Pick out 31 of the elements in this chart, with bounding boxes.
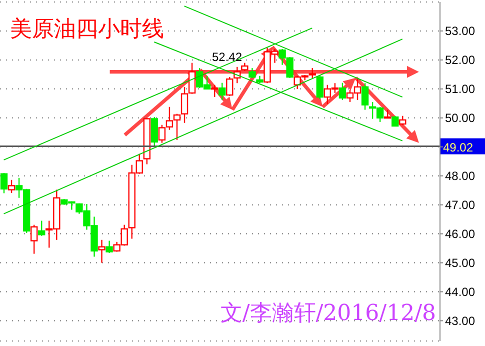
candlestick	[211, 84, 218, 98]
annotation: 文/李瀚轩/2016/12/8	[220, 300, 436, 328]
candlestick	[316, 74, 324, 100]
candlestick	[218, 82, 226, 101]
annotation: 52.42	[212, 50, 242, 64]
candlestick	[338, 82, 346, 101]
candlestick	[392, 115, 399, 127]
candlestick	[98, 239, 106, 264]
candlestick	[248, 67, 256, 79]
y-tick-label: 45.00	[445, 256, 476, 270]
y-tick-label: 52.00	[445, 53, 476, 68]
candlestick	[0, 172, 8, 194]
y-tick-label: 51.00	[445, 82, 476, 96]
candlestick	[399, 115, 406, 126]
text: 美原油四小时线	[10, 16, 164, 44]
candlestick	[8, 179, 16, 194]
candlestick	[361, 82, 369, 110]
y-tick-label: 44.00	[445, 285, 476, 300]
candlestick	[308, 67, 316, 79]
y-tick-label: 53.00	[445, 24, 476, 38]
candlestick	[150, 116, 158, 148]
y-tick-label: 47.00	[445, 198, 476, 212]
ref-line-label: 49.02	[443, 140, 474, 154]
y-tick-label: 46.00	[445, 227, 476, 242]
candlestick	[38, 220, 46, 236]
y-tick-label: 43.00	[445, 314, 476, 328]
candlestick	[226, 76, 234, 96]
candlestick	[106, 240, 113, 254]
y-tick-label: 50.00	[445, 111, 476, 126]
y-tick-label: 48.00	[445, 169, 476, 184]
candlestick	[30, 224, 38, 254]
